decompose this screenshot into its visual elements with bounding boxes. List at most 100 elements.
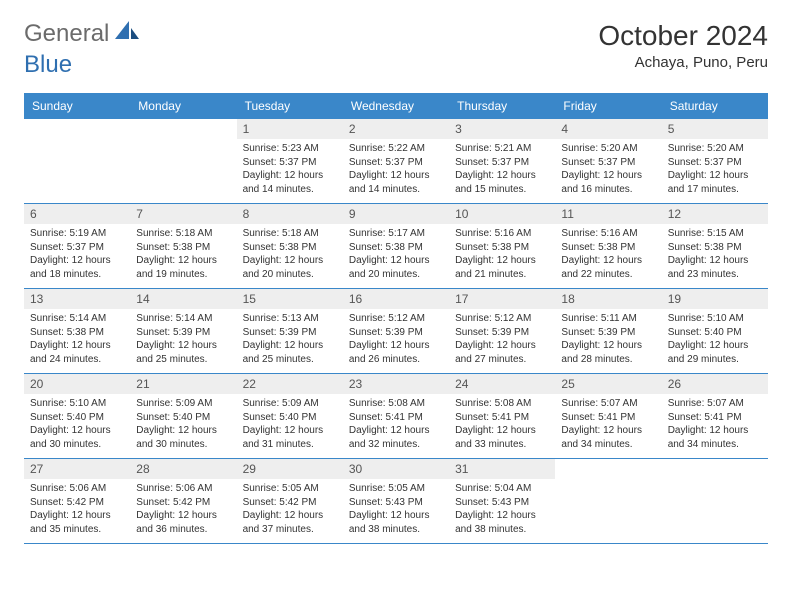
day-cell: 22Sunrise: 5:09 AMSunset: 5:40 PMDayligh…	[237, 374, 343, 458]
day-cell: 26Sunrise: 5:07 AMSunset: 5:41 PMDayligh…	[662, 374, 768, 458]
sunrise-text: Sunrise: 5:04 AM	[455, 482, 549, 496]
day-cell: 27Sunrise: 5:06 AMSunset: 5:42 PMDayligh…	[24, 459, 130, 543]
daylight-text: and 38 minutes.	[349, 523, 443, 537]
day-cell: 25Sunrise: 5:07 AMSunset: 5:41 PMDayligh…	[555, 374, 661, 458]
daylight-text: and 30 minutes.	[30, 438, 124, 452]
daylight-text: Daylight: 12 hours	[455, 169, 549, 183]
day-cell	[555, 459, 661, 543]
sunset-text: Sunset: 5:37 PM	[561, 156, 655, 170]
sunrise-text: Sunrise: 5:09 AM	[136, 397, 230, 411]
sunrise-text: Sunrise: 5:23 AM	[243, 142, 337, 156]
day-cell: 28Sunrise: 5:06 AMSunset: 5:42 PMDayligh…	[130, 459, 236, 543]
daylight-text: Daylight: 12 hours	[668, 424, 762, 438]
daylight-text: and 18 minutes.	[30, 268, 124, 282]
daylight-text: Daylight: 12 hours	[455, 339, 549, 353]
day-number: 24	[449, 374, 555, 394]
day-cell: 2Sunrise: 5:22 AMSunset: 5:37 PMDaylight…	[343, 119, 449, 203]
daylight-text: and 27 minutes.	[455, 353, 549, 367]
dayname: Thursday	[449, 93, 555, 119]
day-number: 3	[449, 119, 555, 139]
daylight-text: and 20 minutes.	[243, 268, 337, 282]
daylight-text: Daylight: 12 hours	[561, 339, 655, 353]
dayname: Monday	[130, 93, 236, 119]
day-cell: 18Sunrise: 5:11 AMSunset: 5:39 PMDayligh…	[555, 289, 661, 373]
day-cell: 15Sunrise: 5:13 AMSunset: 5:39 PMDayligh…	[237, 289, 343, 373]
sunrise-text: Sunrise: 5:20 AM	[668, 142, 762, 156]
sunset-text: Sunset: 5:38 PM	[561, 241, 655, 255]
daylight-text: Daylight: 12 hours	[243, 509, 337, 523]
day-cell: 10Sunrise: 5:16 AMSunset: 5:38 PMDayligh…	[449, 204, 555, 288]
day-cell: 23Sunrise: 5:08 AMSunset: 5:41 PMDayligh…	[343, 374, 449, 458]
day-number: 29	[237, 459, 343, 479]
logo: General	[24, 20, 143, 48]
day-cell: 7Sunrise: 5:18 AMSunset: 5:38 PMDaylight…	[130, 204, 236, 288]
day-details: Sunrise: 5:10 AMSunset: 5:40 PMDaylight:…	[24, 394, 130, 457]
day-number: 8	[237, 204, 343, 224]
sunrise-text: Sunrise: 5:10 AM	[668, 312, 762, 326]
daylight-text: and 29 minutes.	[668, 353, 762, 367]
day-number: 21	[130, 374, 236, 394]
daylight-text: Daylight: 12 hours	[561, 254, 655, 268]
dayname: Tuesday	[237, 93, 343, 119]
daylight-text: and 19 minutes.	[136, 268, 230, 282]
day-cell: 30Sunrise: 5:05 AMSunset: 5:43 PMDayligh…	[343, 459, 449, 543]
week-row: 27Sunrise: 5:06 AMSunset: 5:42 PMDayligh…	[24, 459, 768, 544]
sunrise-text: Sunrise: 5:10 AM	[30, 397, 124, 411]
daylight-text: Daylight: 12 hours	[455, 424, 549, 438]
day-details: Sunrise: 5:19 AMSunset: 5:37 PMDaylight:…	[24, 224, 130, 287]
sunset-text: Sunset: 5:43 PM	[349, 496, 443, 510]
day-cell	[130, 119, 236, 203]
day-cell: 20Sunrise: 5:10 AMSunset: 5:40 PMDayligh…	[24, 374, 130, 458]
daylight-text: Daylight: 12 hours	[30, 509, 124, 523]
sunset-text: Sunset: 5:40 PM	[668, 326, 762, 340]
day-number: 11	[555, 204, 661, 224]
sunrise-text: Sunrise: 5:06 AM	[136, 482, 230, 496]
title-block: October 2024 Achaya, Puno, Peru	[598, 20, 768, 71]
daylight-text: and 31 minutes.	[243, 438, 337, 452]
day-number: 9	[343, 204, 449, 224]
dayname: Wednesday	[343, 93, 449, 119]
sunrise-text: Sunrise: 5:17 AM	[349, 227, 443, 241]
daylight-text: and 25 minutes.	[243, 353, 337, 367]
day-number: 13	[24, 289, 130, 309]
day-details: Sunrise: 5:15 AMSunset: 5:38 PMDaylight:…	[662, 224, 768, 287]
daylight-text: and 28 minutes.	[561, 353, 655, 367]
sunset-text: Sunset: 5:38 PM	[136, 241, 230, 255]
day-details: Sunrise: 5:05 AMSunset: 5:42 PMDaylight:…	[237, 479, 343, 542]
day-details: Sunrise: 5:07 AMSunset: 5:41 PMDaylight:…	[555, 394, 661, 457]
day-details: Sunrise: 5:16 AMSunset: 5:38 PMDaylight:…	[449, 224, 555, 287]
day-details: Sunrise: 5:14 AMSunset: 5:39 PMDaylight:…	[130, 309, 236, 372]
day-number: 6	[24, 204, 130, 224]
sunset-text: Sunset: 5:40 PM	[243, 411, 337, 425]
daylight-text: and 20 minutes.	[349, 268, 443, 282]
daylight-text: Daylight: 12 hours	[243, 169, 337, 183]
sunrise-text: Sunrise: 5:22 AM	[349, 142, 443, 156]
daylight-text: Daylight: 12 hours	[349, 339, 443, 353]
daylight-text: and 34 minutes.	[668, 438, 762, 452]
daylight-text: and 37 minutes.	[243, 523, 337, 537]
week-row: 1 Sunrise: 5:23 AM Sunset: 5:37 PM Daylight…	[24, 119, 768, 204]
day-number: 1	[237, 119, 343, 139]
sunset-text: Sunset: 5:43 PM	[455, 496, 549, 510]
sunrise-text: Sunrise: 5:14 AM	[136, 312, 230, 326]
day-cell: 8Sunrise: 5:18 AMSunset: 5:38 PMDaylight…	[237, 204, 343, 288]
daylight-text: Daylight: 12 hours	[30, 424, 124, 438]
month-title: October 2024	[598, 20, 768, 52]
day-number: 30	[343, 459, 449, 479]
day-cell: 1Sunrise: 5:23 AMSunset: 5:37 PMDaylight…	[237, 119, 343, 203]
dayname: Sunday	[24, 93, 130, 119]
day-details: Sunrise: 5:06 AMSunset: 5:42 PMDaylight:…	[24, 479, 130, 542]
daylight-text: and 14 minutes.	[243, 183, 337, 197]
sail-icon	[115, 20, 141, 48]
day-details: Sunrise: 5:09 AMSunset: 5:40 PMDaylight:…	[237, 394, 343, 457]
daylight-text: Daylight: 12 hours	[136, 509, 230, 523]
day-cell: 5Sunrise: 5:20 AMSunset: 5:37 PMDaylight…	[662, 119, 768, 203]
day-details: Sunrise: 5:10 AMSunset: 5:40 PMDaylight:…	[662, 309, 768, 372]
day-number: 22	[237, 374, 343, 394]
day-number: 2	[343, 119, 449, 139]
day-number: 28	[130, 459, 236, 479]
day-number: 18	[555, 289, 661, 309]
daylight-text: Daylight: 12 hours	[349, 509, 443, 523]
daylight-text: and 35 minutes.	[30, 523, 124, 537]
daylight-text: Daylight: 12 hours	[349, 169, 443, 183]
